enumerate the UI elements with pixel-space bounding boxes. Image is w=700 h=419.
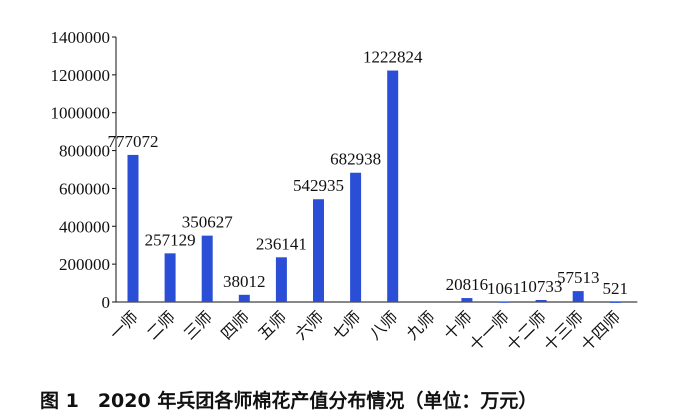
category-label: 十二师 bbox=[503, 307, 550, 354]
y-tick-label: 600000 bbox=[59, 179, 110, 198]
bar bbox=[535, 299, 547, 302]
bar bbox=[127, 154, 139, 302]
category-label: 二师 bbox=[143, 307, 179, 343]
bar-value-label: 542935 bbox=[293, 176, 344, 195]
bar bbox=[609, 301, 621, 303]
category-label: 十一师 bbox=[465, 307, 512, 354]
category-label: 五师 bbox=[254, 307, 290, 343]
y-tick-label: 1400000 bbox=[51, 28, 111, 47]
y-tick-label: 800000 bbox=[59, 142, 110, 161]
bar-value-label: 777072 bbox=[108, 132, 159, 151]
category-label: 三师 bbox=[180, 307, 216, 343]
bar bbox=[201, 235, 213, 302]
bar bbox=[387, 70, 399, 302]
bar-value-label: 57513 bbox=[557, 268, 600, 287]
category-label: 八师 bbox=[365, 307, 401, 343]
bar-value-label: 257129 bbox=[145, 230, 196, 249]
y-axis-ticks: 0 200000 400000 600000 800000 1000000 1200000 1… bbox=[51, 28, 116, 312]
bar-value-label: 236141 bbox=[256, 234, 307, 253]
bar-value-label: 10733 bbox=[520, 277, 563, 296]
bar-value-label: 521 bbox=[603, 279, 629, 298]
category-label: 一师 bbox=[106, 307, 142, 343]
bar bbox=[350, 172, 362, 302]
bar-value-label: 1222824 bbox=[363, 48, 423, 67]
category-label: 六师 bbox=[291, 307, 327, 343]
y-tick-label: 200000 bbox=[59, 255, 110, 274]
y-tick-label: 1000000 bbox=[51, 104, 111, 123]
category-label: 十四师 bbox=[577, 307, 624, 354]
bar bbox=[164, 253, 176, 302]
figure-caption: 图 1 2020 年兵团各师棉花产值分布情况（单位：万元） bbox=[40, 390, 538, 412]
bar-value-label: 1061 bbox=[487, 279, 521, 298]
y-tick-label: 0 bbox=[102, 293, 111, 312]
category-label: 四师 bbox=[217, 307, 253, 343]
bar bbox=[498, 301, 510, 303]
bar bbox=[572, 291, 584, 302]
y-tick-label: 400000 bbox=[59, 217, 110, 236]
bar-value-label: 20816 bbox=[446, 275, 489, 294]
bar bbox=[238, 294, 250, 302]
y-tick-label: 1200000 bbox=[51, 66, 111, 85]
bar bbox=[461, 298, 473, 302]
bar-value-label: 682938 bbox=[330, 150, 381, 169]
bar-value-label: 38012 bbox=[223, 272, 266, 291]
category-label: 七师 bbox=[328, 307, 364, 343]
bar bbox=[313, 199, 324, 302]
category-label: 九师 bbox=[403, 307, 439, 343]
bar-chart: 0 200000 400000 600000 800000 1000000 1200000 1… bbox=[51, 28, 638, 355]
bar-value-label: 350627 bbox=[182, 213, 234, 232]
bar bbox=[275, 257, 287, 302]
category-label: 十三师 bbox=[540, 307, 587, 354]
bars-group bbox=[127, 70, 621, 303]
